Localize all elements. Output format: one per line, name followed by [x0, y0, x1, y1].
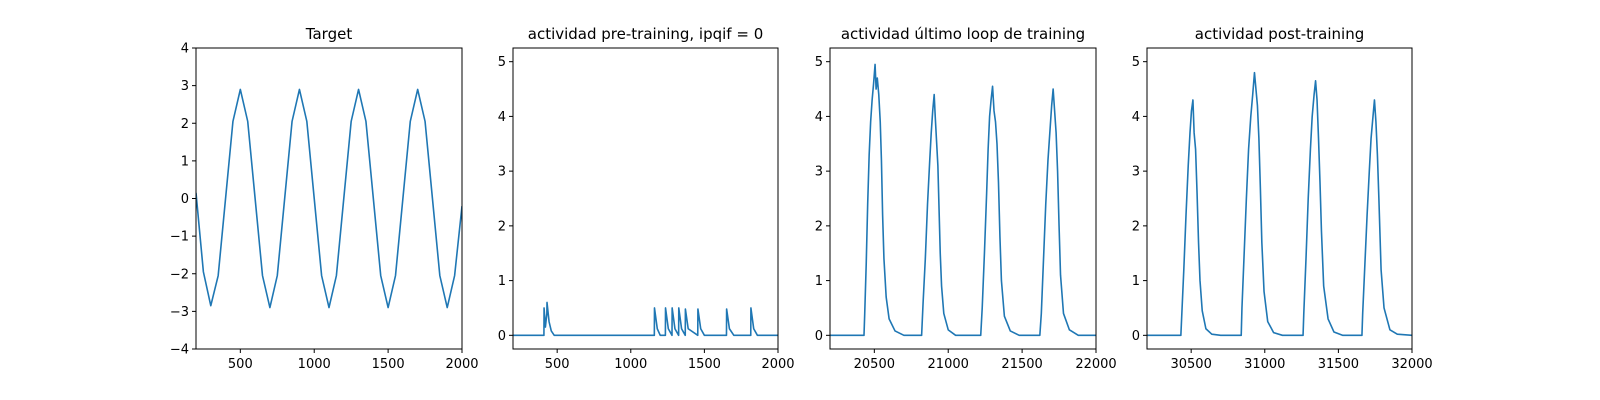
y-tick-label: 3: [1132, 165, 1140, 180]
series-line: [513, 301, 778, 337]
subplot-title: Target: [305, 25, 353, 43]
y-tick-label: 1: [498, 274, 506, 289]
y-tick-label: 1: [815, 274, 823, 289]
axes-frame: [1146, 47, 1413, 350]
y-tick-label: 5: [1132, 55, 1140, 70]
y-tick-label: 1: [1132, 274, 1140, 289]
y-tick-label: 3: [181, 79, 189, 94]
x-tick-label: 20500: [854, 357, 895, 372]
x-tick-label: 1000: [298, 357, 331, 372]
y-tick-label: 0: [815, 329, 823, 344]
y-tick-label: 1: [181, 154, 189, 169]
x-tick-label: 1500: [372, 357, 405, 372]
x-tick-label: 2000: [445, 357, 478, 372]
x-tick-label: 31000: [1244, 357, 1285, 372]
axes-frame: [195, 47, 463, 350]
y-tick-label: −4: [170, 343, 189, 358]
series-line: [830, 63, 1096, 337]
y-tick-label: 2: [815, 219, 823, 234]
series-line: [196, 88, 462, 309]
y-tick-label: 0: [1132, 329, 1140, 344]
y-tick-label: 4: [815, 110, 823, 125]
series-line: [1147, 71, 1412, 337]
y-tick-label: 0: [181, 192, 189, 207]
y-tick-label: 3: [815, 165, 823, 180]
x-tick-label: 500: [545, 357, 570, 372]
y-tick-label: 2: [181, 117, 189, 132]
y-tick-label: 4: [498, 110, 506, 125]
subplot-1: 500 1000 1500 2000 −4 −3 −2 −1 0 1 2 3 4 Target: [170, 25, 479, 372]
subplot-title: actividad último loop de training: [841, 25, 1085, 43]
axes-frame: [512, 47, 779, 350]
x-tick-label: 1500: [688, 357, 721, 372]
subplot-title: actividad post-training: [1195, 25, 1364, 43]
x-tick-label: 30500: [1170, 357, 1211, 372]
x-tick-label: 2000: [761, 357, 794, 372]
x-tick-label: 21500: [1001, 357, 1042, 372]
x-tick-label: 31500: [1318, 357, 1359, 372]
y-tick-label: 5: [498, 55, 506, 70]
x-tick-label: 22000: [1075, 357, 1116, 372]
subplot-title: actividad pre-training, ipqif = 0: [528, 25, 764, 43]
subplot-2: 500 1000 1500 2000 0 1 2 3 4 5 actividad pre-train…: [498, 25, 795, 372]
x-tick-label: 21000: [928, 357, 969, 372]
y-tick-label: 4: [181, 42, 189, 57]
x-tick-label: 500: [228, 357, 253, 372]
y-tick-label: −1: [170, 230, 189, 245]
y-tick-label: 3: [498, 165, 506, 180]
subplot-3: 20500 21000 21500 22000 0 1 2 3 4 5 actividad últi…: [815, 25, 1117, 372]
subplot-4: 30500 31000 31500 32000 0 1 2 3 4 5 actividad post…: [1132, 25, 1433, 372]
y-tick-label: 5: [815, 55, 823, 70]
x-tick-label: 32000: [1391, 357, 1432, 372]
x-tick-label: 1000: [614, 357, 647, 372]
y-tick-label: 0: [498, 329, 506, 344]
y-tick-label: 2: [1132, 219, 1140, 234]
y-tick-label: 4: [1132, 110, 1140, 125]
axes-frame: [829, 47, 1097, 350]
y-tick-label: −2: [170, 267, 189, 282]
y-tick-label: −3: [170, 305, 189, 320]
y-tick-label: 2: [498, 219, 506, 234]
